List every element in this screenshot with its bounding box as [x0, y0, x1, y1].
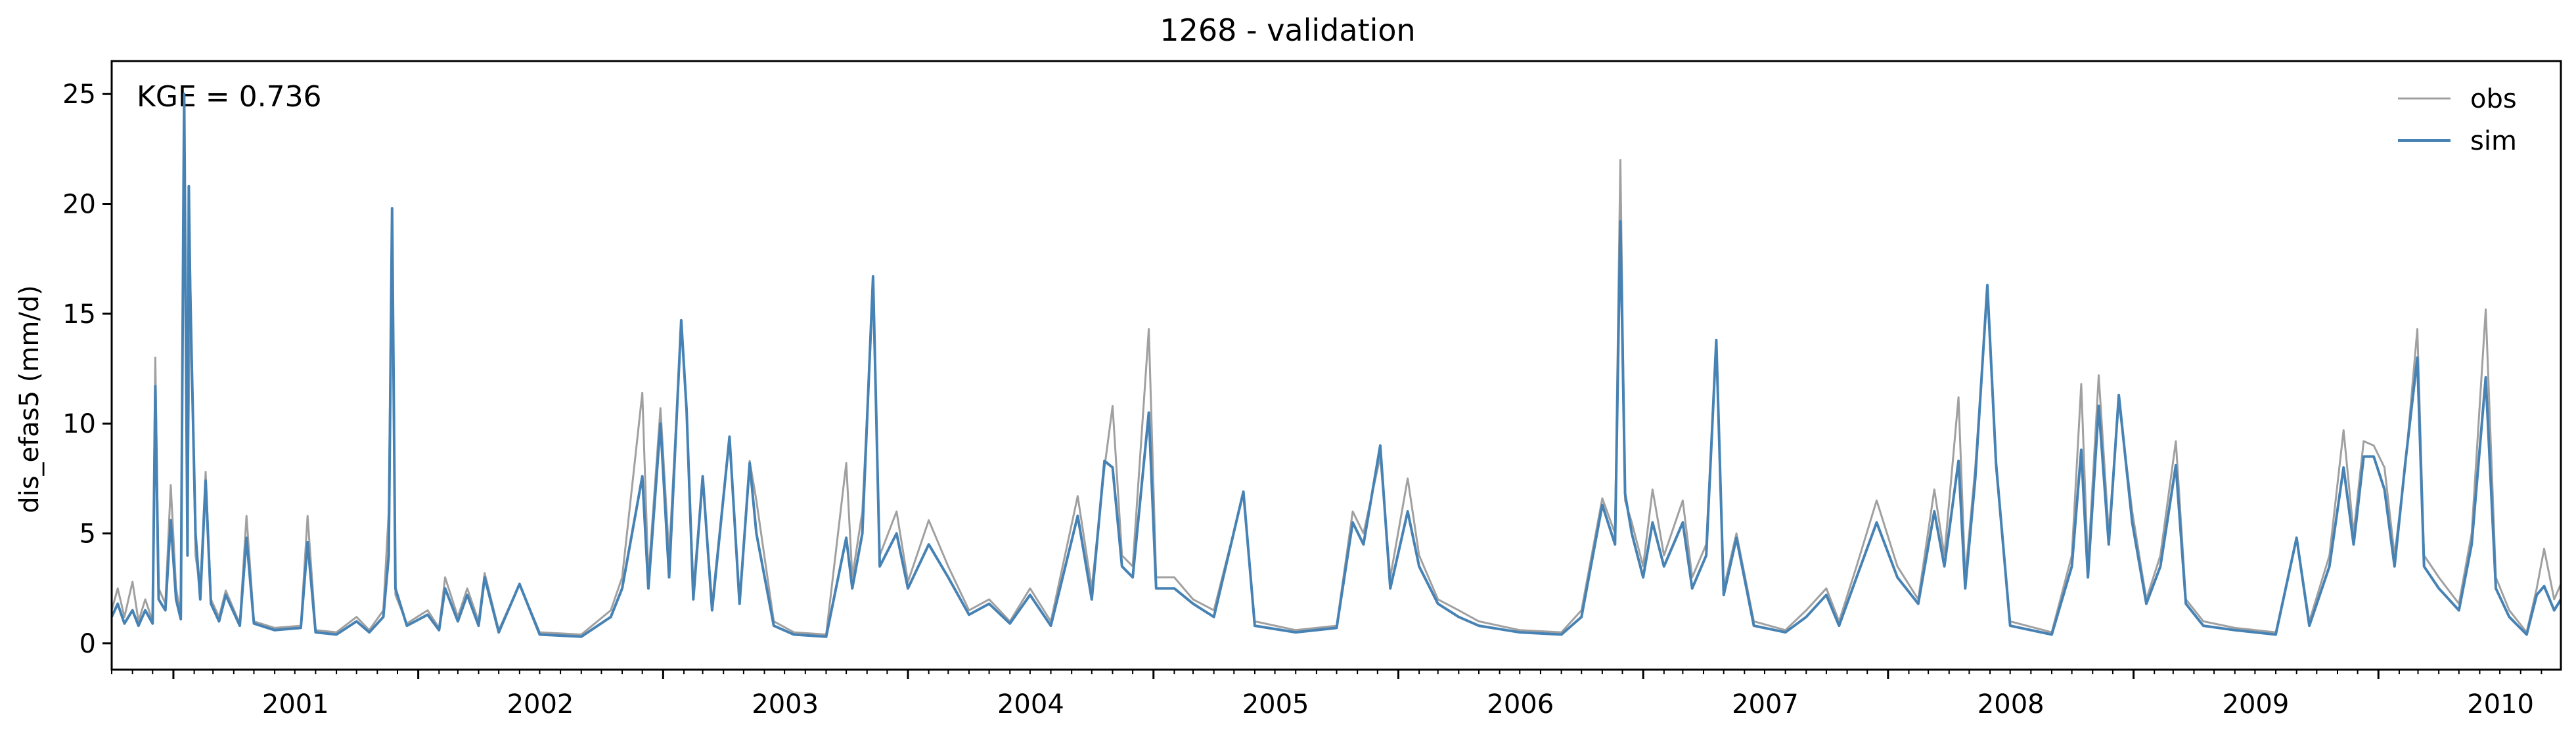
y-tick-label: 25 [62, 79, 96, 110]
y-tick-label: 10 [62, 409, 96, 439]
chart-title: 1268 - validation [1160, 12, 1415, 48]
x-tick-label: 2002 [507, 689, 574, 720]
series-layer [110, 93, 2562, 638]
plot-frame [110, 60, 2562, 671]
y-tick-label: 20 [62, 190, 96, 220]
x-tick-label: 2005 [1242, 689, 1309, 720]
legend-label-sim: sim [2470, 126, 2517, 156]
y-axis-ticks: 0 5 10 15 20 25 [62, 79, 112, 659]
y-tick-label: 15 [62, 299, 96, 330]
y-axis-label: dis_efas5 (mm/d) [14, 285, 45, 513]
x-tick-label: 2010 [2467, 689, 2534, 720]
x-tick-label: 2004 [997, 689, 1064, 720]
x-tick-label: 2001 [262, 689, 329, 720]
series-line-sim [110, 93, 2562, 638]
x-tick-label: 2006 [1487, 689, 1554, 720]
legend-label-obs: obs [2470, 84, 2517, 114]
x-tick-label: 2007 [1732, 689, 1799, 720]
x-tick-label: 2008 [1977, 689, 2045, 720]
kge-annotation: KGE = 0.736 [137, 80, 322, 114]
y-tick-label: 5 [79, 519, 96, 550]
x-tick-label: 2009 [2223, 689, 2290, 720]
legend: obs sim [2398, 84, 2517, 156]
y-tick-label: 0 [79, 629, 96, 659]
x-axis-ticks: 2001 2002 2003 2004 2005 2006 2007 2008 2009 2010 [111, 670, 2542, 720]
x-tick-label: 2003 [752, 689, 819, 720]
